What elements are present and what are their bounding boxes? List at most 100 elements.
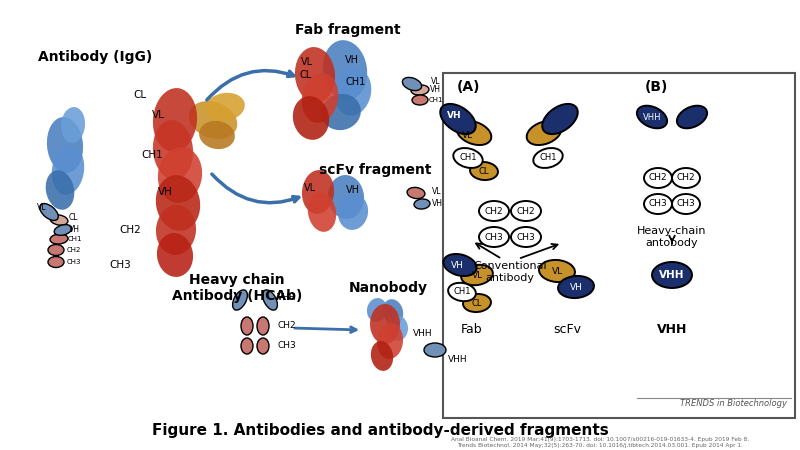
Ellipse shape: [153, 120, 193, 180]
Ellipse shape: [156, 175, 200, 231]
Ellipse shape: [257, 338, 269, 354]
Text: VH: VH: [432, 199, 443, 208]
Text: VH: VH: [345, 55, 359, 65]
Text: Antibody (IgG): Antibody (IgG): [38, 50, 152, 64]
Text: VL: VL: [432, 188, 442, 197]
Ellipse shape: [321, 94, 361, 130]
Text: CH3: CH3: [517, 233, 535, 242]
Text: CH2: CH2: [119, 225, 141, 235]
Text: (A): (A): [457, 80, 481, 94]
Text: CH1: CH1: [346, 77, 366, 87]
Ellipse shape: [328, 175, 364, 219]
Ellipse shape: [48, 256, 64, 267]
Ellipse shape: [262, 290, 278, 310]
Ellipse shape: [558, 276, 594, 298]
Text: VL: VL: [551, 266, 562, 275]
Ellipse shape: [511, 201, 541, 221]
Ellipse shape: [637, 106, 667, 128]
Ellipse shape: [257, 317, 269, 335]
Ellipse shape: [402, 77, 422, 90]
Text: CH3: CH3: [277, 342, 296, 351]
Ellipse shape: [470, 162, 498, 180]
Text: CL: CL: [478, 166, 490, 176]
Text: VHH: VHH: [659, 270, 685, 280]
Text: VHH: VHH: [448, 356, 468, 364]
Text: VL: VL: [304, 183, 316, 193]
Ellipse shape: [52, 145, 84, 195]
Ellipse shape: [189, 101, 238, 139]
Text: Nanobody: Nanobody: [349, 281, 427, 295]
Text: CH2: CH2: [485, 207, 503, 216]
Ellipse shape: [448, 283, 476, 301]
Text: CH1: CH1: [429, 97, 443, 103]
Ellipse shape: [50, 215, 68, 225]
Ellipse shape: [454, 148, 482, 168]
Ellipse shape: [46, 170, 74, 210]
Ellipse shape: [382, 299, 403, 325]
Ellipse shape: [50, 234, 68, 244]
Text: Conventional
antibody: Conventional antibody: [473, 261, 547, 283]
Text: TRENDS in Biotechnology: TRENDS in Biotechnology: [680, 399, 787, 408]
Ellipse shape: [241, 317, 253, 335]
Text: VH: VH: [158, 187, 173, 197]
Ellipse shape: [511, 227, 541, 247]
Text: CH2: CH2: [677, 174, 695, 183]
Text: (B): (B): [645, 80, 668, 94]
Ellipse shape: [542, 104, 578, 134]
Text: CH3: CH3: [649, 199, 667, 208]
Text: VHH: VHH: [657, 323, 687, 336]
Text: CH1: CH1: [141, 150, 163, 160]
Ellipse shape: [54, 225, 72, 235]
Text: scFv: scFv: [553, 323, 581, 336]
Ellipse shape: [386, 315, 408, 341]
Text: Figure 1. Antibodies and antibody-derived fragments: Figure 1. Antibodies and antibody-derive…: [152, 423, 608, 438]
Ellipse shape: [40, 203, 58, 220]
Ellipse shape: [370, 304, 400, 344]
Text: Anal Bioanal Chem. 2019 Mar;41(9):1703-1713. doi: 10.1007/s00216-019-01633-4. Ep: Anal Bioanal Chem. 2019 Mar;41(9):1703-1…: [451, 436, 749, 441]
Text: CH1: CH1: [459, 153, 477, 162]
Text: CH3: CH3: [67, 259, 82, 265]
Ellipse shape: [407, 187, 425, 198]
Ellipse shape: [295, 47, 335, 103]
Ellipse shape: [411, 85, 429, 95]
Ellipse shape: [677, 106, 707, 128]
Ellipse shape: [338, 194, 368, 230]
Ellipse shape: [526, 121, 562, 145]
Text: CH3: CH3: [109, 260, 131, 270]
Ellipse shape: [334, 68, 371, 116]
Text: VH: VH: [69, 225, 80, 234]
Ellipse shape: [157, 233, 193, 277]
Text: VH: VH: [446, 112, 462, 121]
Ellipse shape: [457, 121, 491, 145]
Ellipse shape: [412, 95, 428, 105]
Ellipse shape: [672, 194, 700, 214]
Text: VHH: VHH: [277, 293, 297, 302]
Ellipse shape: [479, 201, 509, 221]
Ellipse shape: [644, 194, 672, 214]
Ellipse shape: [233, 290, 247, 310]
Ellipse shape: [414, 199, 430, 209]
Ellipse shape: [479, 227, 509, 247]
Ellipse shape: [440, 104, 476, 134]
Text: CH2: CH2: [67, 247, 82, 253]
Ellipse shape: [443, 254, 477, 276]
Ellipse shape: [48, 244, 64, 256]
Text: CL: CL: [472, 298, 482, 307]
Text: VH: VH: [570, 283, 582, 292]
Ellipse shape: [424, 343, 446, 357]
Text: Fab: Fab: [461, 323, 483, 336]
Text: Heavy-chain
antobody: Heavy-chain antobody: [638, 226, 706, 248]
Text: VL: VL: [431, 77, 441, 86]
Text: Fab fragment: Fab fragment: [295, 23, 401, 37]
Ellipse shape: [199, 121, 235, 149]
Text: CL: CL: [300, 70, 312, 80]
Ellipse shape: [371, 341, 393, 371]
Text: CH1: CH1: [68, 236, 82, 242]
Ellipse shape: [205, 93, 245, 121]
Text: CL: CL: [69, 213, 78, 222]
Ellipse shape: [377, 323, 403, 359]
Ellipse shape: [652, 262, 692, 288]
Ellipse shape: [61, 107, 85, 143]
Ellipse shape: [158, 147, 202, 203]
Text: scFv fragment: scFv fragment: [318, 163, 431, 177]
